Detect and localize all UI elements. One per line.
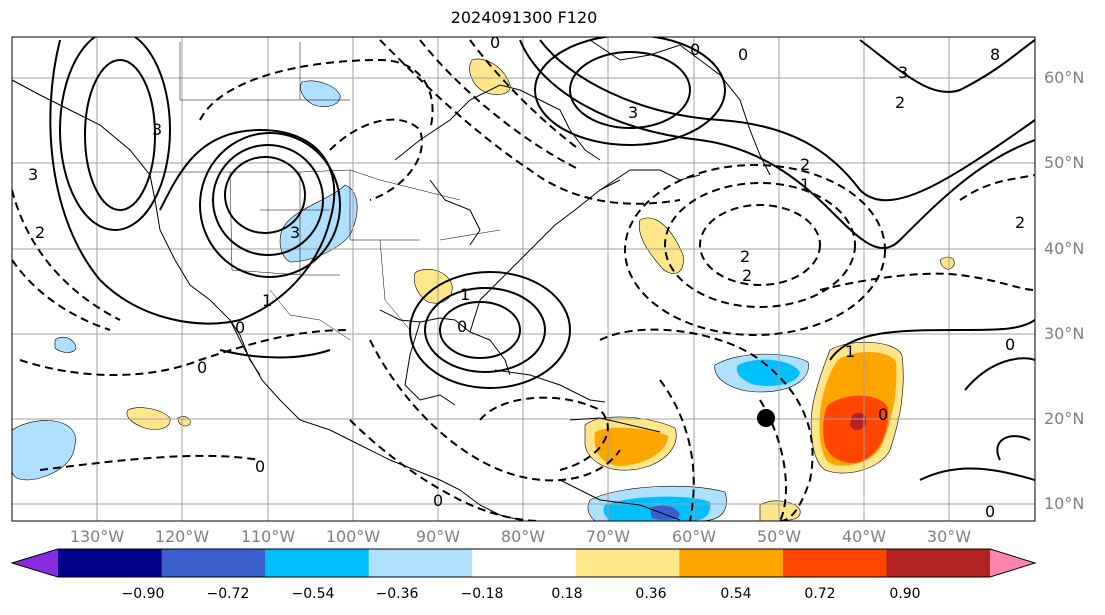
contour-label: 0	[490, 33, 500, 52]
negative-contours	[12, 39, 1035, 521]
lat-label: 40°N	[1044, 239, 1085, 258]
lon-label: 90°W	[415, 527, 461, 546]
contour-label: 0	[457, 317, 467, 336]
contour-label: 2	[1015, 213, 1025, 232]
contour-label: 0	[197, 358, 207, 377]
contour-label: 0	[433, 491, 443, 510]
storm-position-dot	[757, 409, 775, 427]
contour-label: 1	[845, 342, 855, 361]
lon-label: 70°W	[585, 527, 631, 546]
colorbar-segment	[472, 549, 577, 577]
anomaly-patch	[177, 416, 191, 427]
colorbar-tick-label: 0.18	[551, 586, 583, 602]
contour-label: 2	[35, 223, 45, 242]
lon-label: 80°W	[500, 527, 546, 546]
colorbar-tick-label: 0.54	[720, 586, 752, 602]
contour-label: 3	[898, 63, 908, 82]
anomaly-patch	[638, 217, 684, 274]
colorbar-segment	[886, 549, 991, 577]
contour-label: 2	[742, 266, 752, 285]
colorbar-segment	[368, 549, 473, 577]
positive-contours	[49, 37, 1035, 481]
lat-label: 60°N	[1044, 68, 1085, 87]
coastlines	[12, 39, 771, 521]
lon-label: 40°W	[841, 527, 887, 546]
political-borders	[150, 42, 501, 341]
contour-label: 2	[800, 155, 810, 174]
colorbar-extend-low	[12, 549, 58, 577]
anomaly-patch	[650, 505, 680, 520]
anomaly-patch	[54, 336, 77, 353]
contour-label: 0	[690, 40, 700, 59]
anomaly-patch	[413, 269, 453, 304]
colorbar-segment	[58, 549, 163, 577]
colorbar-segment	[161, 549, 266, 577]
contour-label: 1	[460, 285, 470, 304]
colorbar-tick-label: −0.18	[460, 586, 504, 602]
contour-labels: 0 0 0 0 0 0 0 0 0 0 0 1 1 1 1 2 2 2 2 2 …	[28, 33, 1025, 521]
colorbar-tick-label: −0.90	[121, 586, 165, 602]
colorbar-tick-label: −0.36	[375, 586, 419, 602]
contour-label: 1	[800, 175, 810, 194]
contour-label: 0	[255, 457, 265, 476]
colorbar-segment	[782, 549, 887, 577]
map-title: 2024091300 F120	[450, 8, 598, 27]
contour-label: 8	[990, 45, 1000, 64]
contour-label: 0	[985, 502, 995, 521]
lon-label: 50°W	[756, 527, 802, 546]
colorbar-tick-label: 0.36	[635, 586, 667, 602]
colorbar-tick-label: 0.90	[889, 586, 921, 602]
contour-label: 0	[738, 45, 748, 64]
map-frame	[11, 36, 1036, 522]
anomaly-patch	[12, 420, 76, 481]
colorbar-tick-label: −0.54	[291, 586, 335, 602]
contour-label: 3	[290, 223, 300, 242]
colorbar-segment	[575, 549, 680, 577]
contour-label: 3	[628, 103, 638, 122]
anomaly-patch	[300, 80, 341, 107]
anomaly-patch	[850, 412, 867, 431]
colorbar	[10, 548, 1037, 578]
colorbar-tick-label: 0.72	[804, 586, 836, 602]
lon-label: 100°W	[325, 527, 381, 546]
contour-label: 0	[235, 318, 245, 337]
contour-label: 1	[262, 291, 272, 310]
contour-label: 0	[1005, 335, 1015, 354]
contour-label: 2	[895, 93, 905, 112]
anomaly-patch	[736, 359, 800, 386]
lat-label: 20°N	[1044, 409, 1085, 428]
anomaly-patch	[939, 256, 955, 270]
colorbar-extend-high	[990, 549, 1035, 577]
lon-label: 110°W	[240, 527, 296, 546]
lon-label: 60°W	[671, 527, 717, 546]
colorbar-tick-label: −0.72	[206, 586, 250, 602]
contour-label: 2	[740, 247, 750, 266]
contour-label: 3	[152, 120, 162, 139]
lon-label: 120°W	[154, 527, 210, 546]
colorbar-segment	[265, 549, 370, 577]
lat-label: 30°N	[1044, 324, 1085, 343]
anomaly-patch	[594, 427, 668, 466]
lat-label: 10°N	[1044, 494, 1085, 513]
lat-label: 50°N	[1044, 153, 1085, 172]
contour-label: 3	[28, 165, 38, 184]
lon-label: 130°W	[69, 527, 125, 546]
colorbar-outline	[10, 548, 1037, 578]
lon-label: 30°W	[926, 527, 972, 546]
contour-label: 0	[878, 405, 888, 424]
colorbar-segment	[679, 549, 784, 577]
